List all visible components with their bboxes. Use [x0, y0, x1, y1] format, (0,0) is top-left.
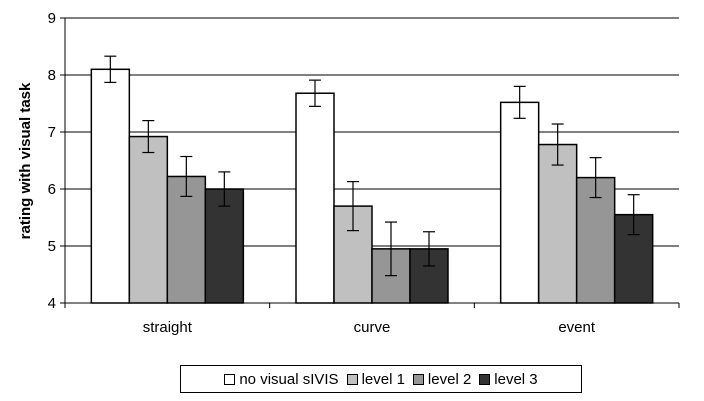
bar [295, 92, 335, 304]
y-tick-label: 5 [48, 238, 56, 255]
bar [204, 188, 245, 304]
y-tick-label: 9 [48, 10, 56, 27]
legend-swatch [224, 373, 236, 385]
bar [537, 143, 578, 304]
legend-label: level 1 [361, 370, 405, 388]
bar [90, 68, 131, 304]
y-axis-label: rating with visual task [17, 82, 34, 239]
legend-item: level 2 [412, 370, 472, 388]
legend-swatch [346, 373, 358, 385]
y-tick-label: 6 [48, 181, 56, 198]
x-axis: straight curve event [64, 18, 680, 336]
bar [499, 101, 540, 304]
bars [90, 68, 654, 304]
legend-item: level 1 [346, 370, 405, 388]
error-bars [104, 55, 640, 277]
legend-label: no visual sIVIS [239, 370, 339, 388]
bar [166, 175, 207, 304]
legend-label: level 3 [494, 370, 538, 388]
legend-swatch [412, 373, 424, 385]
legend-swatch [479, 373, 491, 385]
y-tick-label: 7 [48, 124, 56, 141]
x-tick-label: event [558, 319, 596, 336]
legend-item: no visual sIVIS [224, 370, 339, 388]
x-tick-label: straight [143, 319, 193, 336]
y-tick-label: 8 [48, 67, 56, 84]
y-axis-ticks: 4 5 6 7 8 9 [48, 10, 65, 312]
legend-label: level 2 [427, 370, 472, 388]
legend-item: level 3 [479, 370, 538, 388]
bar [128, 135, 169, 304]
x-tick-label: curve [354, 319, 391, 336]
y-tick-label: 4 [48, 295, 56, 312]
legend: no visual sIVIS level 1 level 2 level 3 [180, 365, 582, 393]
